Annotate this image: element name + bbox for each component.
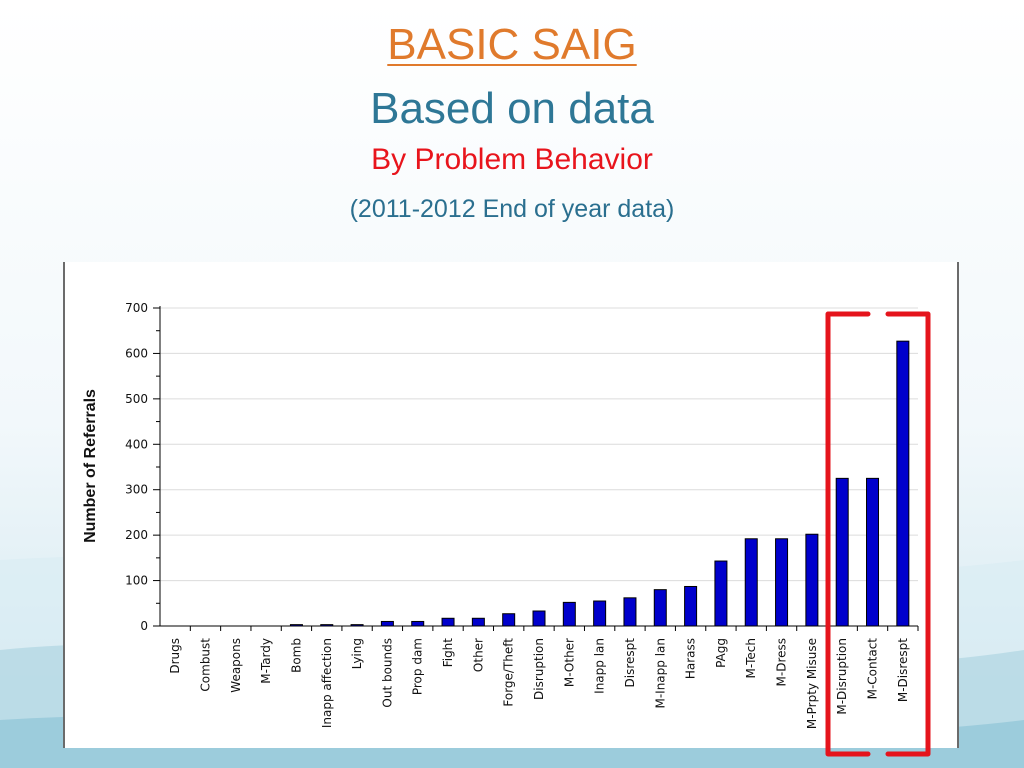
y-axis-title: Number of Referrals <box>82 389 99 543</box>
bar-m-contact <box>866 477 880 627</box>
y-tick-label: 200 <box>125 528 148 542</box>
slide-title[interactable]: BASIC SAIG <box>387 20 637 69</box>
bar-prop-dam <box>411 620 425 627</box>
category-label: M-Dress <box>775 638 789 686</box>
category-label: PAgg <box>714 638 728 668</box>
category-label: Other <box>471 638 485 672</box>
bar-other <box>471 617 485 627</box>
category-label: M-Disrespt <box>896 638 910 702</box>
grid-lines <box>160 307 918 582</box>
category-label: Disrespt <box>623 638 637 688</box>
y-tick-label: 600 <box>125 346 148 360</box>
bar-disrespt <box>623 597 637 627</box>
category-label: Disruption <box>532 638 546 700</box>
bar-m-prpty-misuse <box>805 533 819 627</box>
bar-bomb <box>289 624 303 627</box>
bar-pagg <box>714 560 728 627</box>
bar-inapp-affection <box>320 624 334 627</box>
category-label: Forge/Theft <box>502 638 516 707</box>
bars <box>289 340 910 627</box>
bar-m-dress <box>775 538 789 627</box>
slide-heading: By Problem Behavior <box>371 143 653 176</box>
category-label: Inapp lan <box>593 638 607 694</box>
highlight-box <box>825 311 931 757</box>
bar-forge-theft <box>502 613 516 627</box>
category-label: Bomb <box>289 638 303 673</box>
bar-fight <box>441 617 455 627</box>
y-tick-label: 100 <box>125 574 148 588</box>
category-label: M-Tech <box>744 638 758 678</box>
y-tick-label: 0 <box>140 619 148 633</box>
y-axis: 0 100 200 300 400 500 600 700 <box>125 301 919 633</box>
bar-m-tech <box>744 538 758 627</box>
category-label: M-Disruption <box>835 638 849 715</box>
category-label: Fight <box>441 638 455 668</box>
category-label: M-Prpty Misuse <box>805 638 819 729</box>
y-tick-label: 700 <box>125 301 148 315</box>
slide-note: (2011-2012 End of year data) <box>349 195 675 223</box>
category-label: Out bounds <box>380 638 394 708</box>
category-labels: Drugs Combust Weapons M-Tardy Bomb Inapp affe… <box>168 638 910 729</box>
chart-panel <box>63 262 959 748</box>
bar-out-bounds <box>380 620 394 627</box>
bar-m-other <box>562 601 576 627</box>
bar-disruption <box>532 610 546 627</box>
category-label: Weapons <box>229 638 243 693</box>
category-label: Harass <box>684 638 698 679</box>
category-label: M-Tardy <box>259 638 273 684</box>
bar-inapp-lan <box>593 600 607 627</box>
y-tick-label: 400 <box>125 437 148 451</box>
category-label: M-Other <box>562 638 576 687</box>
bar-m-disruption <box>835 477 849 627</box>
bar-m-inapp-lan <box>653 589 667 627</box>
slide-subtitle: Based on data <box>370 84 654 133</box>
y-tick-label: 300 <box>125 483 148 497</box>
y-tick-label: 500 <box>125 392 148 406</box>
category-label: Combust <box>198 638 212 692</box>
bar-lying <box>350 624 364 627</box>
category-label: M-Inapp lan <box>653 638 667 709</box>
category-label: Inapp affection <box>320 638 334 728</box>
category-label: Drugs <box>168 638 182 674</box>
bar-harass <box>684 585 698 627</box>
bar-m-disrespt <box>896 340 910 627</box>
category-label: M-Contact <box>866 638 880 700</box>
category-label: Prop dam <box>411 638 425 695</box>
category-label: Lying <box>350 638 364 669</box>
